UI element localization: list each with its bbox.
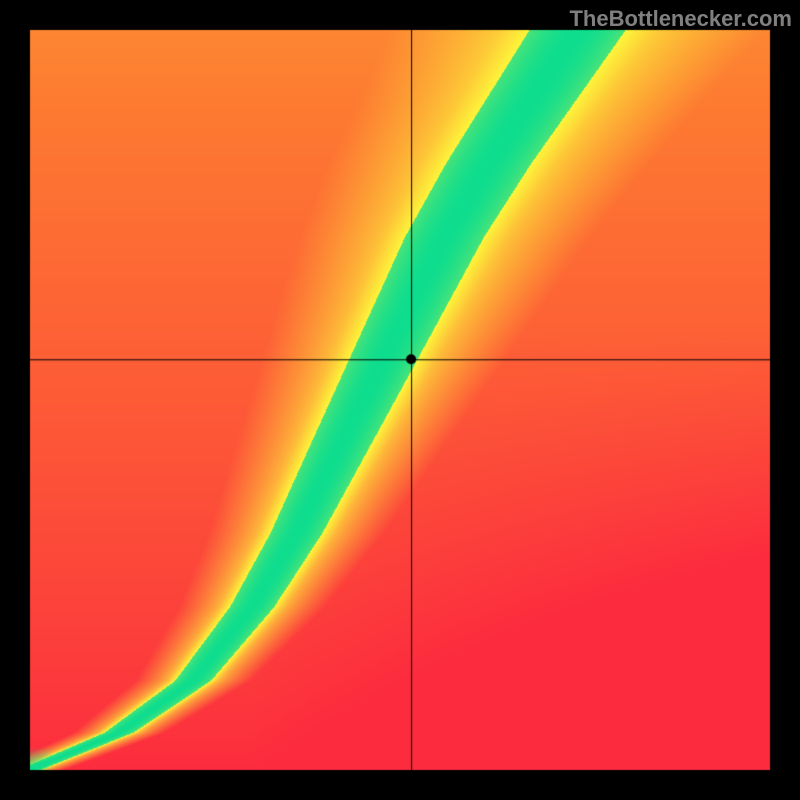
heatmap-canvas xyxy=(0,0,800,800)
watermark-text: TheBottlenecker.com xyxy=(569,6,792,32)
chart-container: TheBottlenecker.com xyxy=(0,0,800,800)
